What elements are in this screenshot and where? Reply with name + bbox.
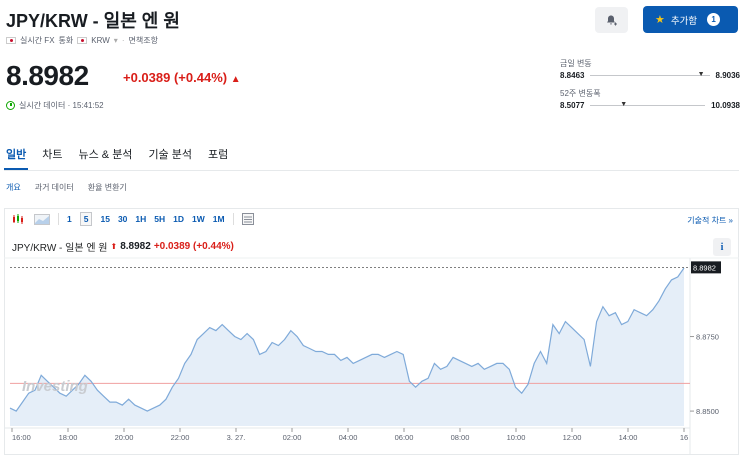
tab-divider <box>4 170 739 171</box>
quote-time-label: 실시간 데이터 · 15:41:52 <box>19 101 104 110</box>
y-tick-label: 8.8500 <box>696 407 719 416</box>
page-title: JPY/KRW - 일본 엔 원 <box>6 11 180 31</box>
day-range: 금일 변동 8.8463 ▼ 8.9036 <box>560 58 740 80</box>
chart-legend: JPY/KRW - 일본 엔 원 ⬆ 8.8982 +0.0389 (+0.44… <box>12 239 234 254</box>
x-tick-label: 18:00 <box>59 433 78 442</box>
week52-low: 8.5077 <box>560 101 585 110</box>
currency-label: KRW <box>91 36 110 45</box>
last-price-box <box>691 261 721 274</box>
up-arrow-icon: ▲ <box>230 74 241 85</box>
tab-technical[interactable]: 기술 분석 <box>148 149 192 161</box>
week52-high: 10.0938 <box>711 101 740 110</box>
main-tabs: 일반 차트 뉴스 & 분석 기술 분석 포럼 <box>6 146 228 162</box>
x-tick-label: 16 <box>680 433 688 442</box>
add-to-watchlist-button[interactable]: ★ 추가함 1 <box>643 6 738 33</box>
up-arrow-icon: ⬆ <box>110 242 118 251</box>
day-high: 8.9036 <box>715 71 740 80</box>
kr-flag-icon <box>77 37 88 44</box>
timeframe-15[interactable]: 15 <box>100 214 110 224</box>
technical-chart-link[interactable]: 기술적 차트 » <box>687 216 733 225</box>
last-price-label: 8.8982 <box>693 263 716 272</box>
y-tick-label: 8.8750 <box>696 333 719 342</box>
x-tick-label: 08:00 <box>451 433 470 442</box>
chart-toolbar: 1 5 15 30 1H 5H 1D 1W 1M <box>4 208 739 230</box>
x-tick-label: 20:00 <box>115 433 134 442</box>
timeframe-1w[interactable]: 1W <box>192 214 205 224</box>
info-icon[interactable]: i <box>713 238 731 256</box>
candlestick-icon[interactable] <box>12 214 26 224</box>
currency-type-label: 통화 <box>58 36 74 45</box>
x-tick-label: 06:00 <box>395 433 414 442</box>
x-tick-label: 22:00 <box>171 433 190 442</box>
clock-icon <box>6 101 15 110</box>
current-price: 8.8982 <box>6 60 89 91</box>
chevron-down-icon[interactable]: ▾ <box>113 36 118 45</box>
toolbar-divider <box>232 213 234 225</box>
realtime-label: 실시간 FX <box>20 36 55 45</box>
x-tick-label: 3. 27. <box>227 433 246 442</box>
day-low: 8.8463 <box>560 71 585 80</box>
active-tab-indicator <box>4 168 28 170</box>
x-tick-label: 02:00 <box>283 433 302 442</box>
legend-symbol: JPY/KRW - 일본 엔 원 <box>12 243 108 254</box>
subtab-historical[interactable]: 과거 데이터 <box>34 183 74 192</box>
tab-chart[interactable]: 차트 <box>42 149 63 161</box>
area-chart-icon[interactable] <box>34 213 50 225</box>
timeframe-1m[interactable]: 1M <box>212 214 225 224</box>
x-tick-label: 04:00 <box>339 433 358 442</box>
week52-range-label: 52주 변동폭 <box>560 89 601 98</box>
week52-range-marker: ▼ <box>620 101 628 108</box>
disclaimer-link[interactable]: 면책조항 <box>128 36 158 45</box>
alert-button[interactable] <box>595 7 628 33</box>
x-tick-label: 12:00 <box>563 433 582 442</box>
star-icon: ★ <box>655 14 665 26</box>
price-line <box>9 267 685 412</box>
price-area <box>10 268 684 426</box>
price-change: +0.0389 (+0.44%) ▲ <box>123 70 241 85</box>
day-range-marker: ▼ <box>697 71 705 78</box>
legend-price: 8.8982 <box>120 241 151 252</box>
subtab-overview[interactable]: 개요 <box>6 183 21 192</box>
kr-flag-icon <box>6 37 16 44</box>
timeframe-1d[interactable]: 1D <box>173 214 185 224</box>
separator-dot: · <box>121 36 125 45</box>
toolbar-divider <box>58 213 59 225</box>
price-change-value: +0.0389 (+0.44%) <box>123 70 228 85</box>
timeframe-1[interactable]: 1 <box>67 214 72 224</box>
table-view-icon[interactable] <box>241 213 254 225</box>
timeframe-5h[interactable]: 5H <box>154 214 166 224</box>
investing-watermark: Investing <box>22 378 88 395</box>
watchlist-count-badge: 1 <box>707 13 721 26</box>
timeframe-5[interactable]: 5 <box>79 212 93 226</box>
subtab-converter[interactable]: 환율 변환기 <box>87 183 127 192</box>
timeframe-1h[interactable]: 1H <box>135 214 147 224</box>
x-tick-label: 10:00 <box>507 433 526 442</box>
tab-forum[interactable]: 포럼 <box>207 149 229 161</box>
quote-time: 실시간 데이터 · 15:41:52 <box>6 100 104 111</box>
timeframe-30[interactable]: 30 <box>117 214 128 224</box>
day-range-label: 금일 변동 <box>560 59 592 68</box>
sub-tabs: 개요 과거 데이터 환율 변환기 <box>6 182 127 193</box>
quote-meta: 실시간 FX 통화 KRW ▾ · 면책조항 <box>6 35 158 46</box>
x-tick-label: 14:00 <box>619 433 638 442</box>
tab-news[interactable]: 뉴스 & 분석 <box>78 149 133 161</box>
legend-change: +0.0389 (+0.44%) <box>153 241 234 252</box>
add-button-label: 추가함 <box>670 15 698 27</box>
tab-general[interactable]: 일반 <box>6 149 27 161</box>
x-tick-label: 16:00 <box>12 433 31 442</box>
week52-range: 52주 변동폭 8.5077 ▼ 10.0938 <box>560 88 740 110</box>
bell-plus-icon <box>606 15 617 26</box>
